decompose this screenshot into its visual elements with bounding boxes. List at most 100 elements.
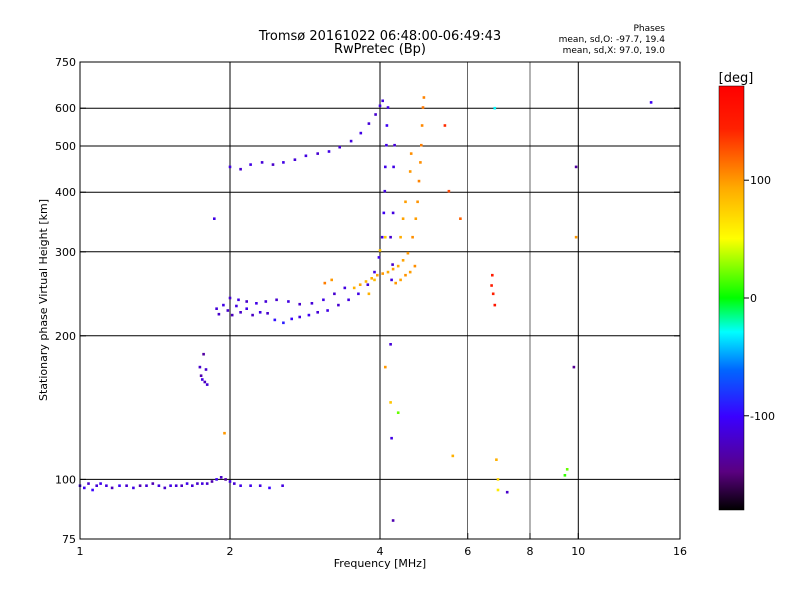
echo-point-o (275, 298, 278, 302)
echo-point-o (347, 298, 350, 302)
echo-point-o (204, 368, 208, 371)
echo-point-o (151, 482, 155, 485)
echo-point-x (459, 217, 462, 220)
echo-point-o (215, 307, 218, 310)
echo-point-x (565, 468, 569, 471)
echo-point-o (205, 482, 209, 485)
echo-point-x (417, 179, 421, 183)
echo-point-x (563, 474, 567, 477)
echo-point-x (493, 303, 497, 307)
echo-point-x (496, 488, 500, 492)
echo-point-x (413, 264, 417, 268)
echo-point-o (290, 317, 293, 321)
echo-point-o (390, 436, 393, 440)
y-axis-label: Stationary phase Virtual Height [km] (37, 199, 50, 401)
echo-point-o (202, 352, 205, 356)
echo-point-x (223, 431, 226, 435)
echo-point-x (491, 273, 494, 277)
echo-point-o (217, 312, 221, 316)
echo-point-x (496, 478, 500, 481)
chart-title-line1: Tromsø 20161022 06:48:00-06:49:43 (258, 29, 501, 44)
y-tick-label: 500 (55, 140, 76, 153)
echo-point-o (199, 374, 203, 377)
echo-point-o (210, 480, 214, 483)
phase-stats-x: mean, sd,X: 97.0, 19.0 (563, 46, 666, 56)
echo-point-o (228, 165, 232, 169)
echo-point-o (87, 482, 90, 485)
echo-point-x (389, 401, 392, 404)
echo-point-x (364, 280, 368, 283)
echo-point-o (343, 286, 347, 290)
echo-point-x (396, 264, 400, 268)
echo-point-x (411, 235, 414, 239)
echo-point-x (409, 152, 413, 155)
echo-point-o (132, 486, 135, 490)
echo-point-o (298, 315, 301, 319)
echo-point-x (384, 365, 387, 369)
echo-point-o (359, 131, 363, 135)
echo-point-o (201, 482, 204, 485)
echo-point-o (201, 378, 204, 381)
echo-point-o (271, 163, 275, 166)
echo-point-o (391, 263, 394, 266)
echo-point-x (399, 235, 402, 239)
echo-point-x (367, 292, 371, 296)
echo-point-o (83, 486, 86, 490)
echo-point-x (394, 281, 397, 285)
echo-point-o (203, 380, 207, 384)
echo-point-o (377, 256, 381, 259)
echo-point-x (451, 454, 455, 458)
echo-point-o (367, 122, 371, 125)
colorbar-label: [deg] (719, 71, 754, 86)
x-tick-label: 8 (527, 545, 534, 558)
echo-point-o (233, 482, 236, 485)
echo-point-x (358, 283, 362, 286)
echo-point-x (493, 106, 497, 110)
echo-point-o (239, 311, 242, 314)
echo-point-o (118, 484, 121, 487)
echo-point-x (401, 259, 405, 262)
echo-point-o (390, 278, 393, 282)
colorbar-tick-label: 100 (750, 174, 771, 187)
echo-point-x (447, 189, 451, 193)
echo-point-o (138, 484, 142, 487)
echo-point-x (420, 143, 423, 147)
echo-point-o (258, 311, 262, 314)
echo-point-x (352, 286, 356, 290)
y-tick-label: 75 (62, 533, 76, 546)
echo-point-o (249, 163, 252, 166)
echo-point-x (323, 281, 327, 285)
colorbar (718, 85, 745, 511)
echo-point-o (196, 482, 199, 485)
echo-point-o (237, 298, 240, 302)
echo-point-o (198, 365, 202, 369)
echo-point-x (404, 200, 407, 204)
colorbar-tick-label: 0 (750, 292, 757, 305)
echo-point-o (105, 484, 108, 487)
x-axis-label: Frequency [MHz] (334, 557, 426, 570)
echo-point-o (260, 161, 264, 164)
echo-point-o (213, 217, 216, 220)
chart-title-line2: RwPretec (Bp) (334, 42, 426, 57)
echo-point-o (224, 478, 227, 481)
y-tick-label: 400 (55, 186, 76, 199)
echo-point-o (226, 309, 230, 312)
echo-point-x (495, 458, 498, 461)
echo-point-o (230, 313, 234, 317)
echo-point-o (307, 313, 311, 317)
x-tick-label: 16 (673, 545, 687, 558)
echo-point-o (380, 235, 384, 239)
echo-point-x (404, 273, 407, 277)
echo-point-x (376, 273, 379, 277)
colorbar-tick-label: -100 (750, 410, 775, 423)
y-tick-label: 750 (55, 56, 76, 69)
echo-point-o (264, 300, 268, 303)
y-axis-ticks: 75 100 200 300 400 500 600 750 (55, 56, 680, 546)
echo-point-o (382, 211, 386, 215)
echo-point-o (373, 270, 376, 274)
echo-point-o (273, 318, 277, 322)
echo-point-o (384, 165, 387, 169)
echo-point-o (251, 313, 254, 317)
echo-point-x (414, 217, 418, 220)
